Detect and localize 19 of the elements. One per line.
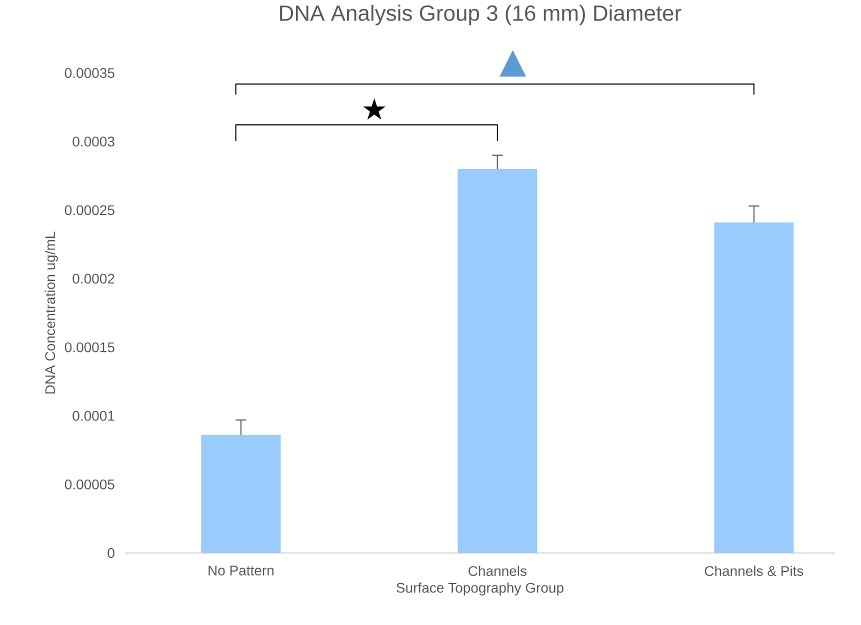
x-tick-label: Channels & Pits [704, 566, 804, 576]
x-tick-label: No Pattern [208, 566, 274, 576]
annotation: ▲ [500, 50, 526, 77]
y-tick-label: 0.0003 [72, 136, 114, 147]
chart-title: DNA Analysis Group 3 (16 mm) Diameter [280, 4, 682, 26]
y-tick-label: 0.0001 [72, 410, 114, 421]
y-axis-title: DNA Concentration ug/mL [44, 232, 58, 394]
bar [201, 435, 281, 553]
y-tick-label: 0.00025 [64, 205, 114, 216]
y-tick-label: 0.00015 [64, 342, 114, 352]
annotation: ★ [363, 98, 386, 120]
y-tick-label: 0 [108, 548, 114, 558]
y-tick-label: 0.00005 [64, 479, 114, 490]
y-tick-label: 0.0002 [72, 274, 114, 284]
x-axis-title: Surface Topography Group [396, 582, 564, 596]
x-tick-label: Channels [468, 566, 526, 576]
bar [458, 168, 538, 553]
y-tick-label: 0.00035 [64, 68, 114, 78]
bar [714, 222, 794, 553]
